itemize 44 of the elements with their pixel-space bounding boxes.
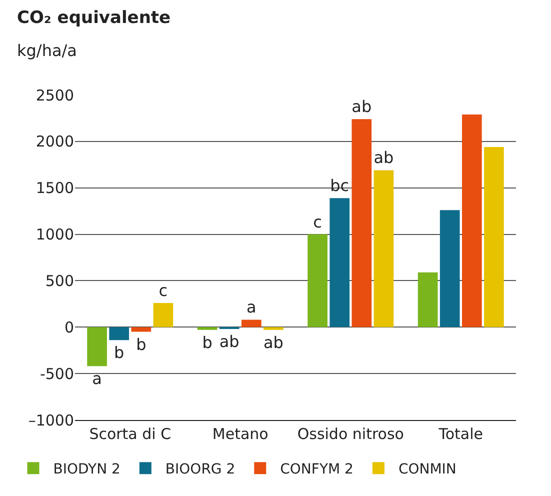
data-label: ab [352,97,372,116]
x-tick-label: Metano [212,425,268,443]
data-label: a [246,298,256,317]
y-tick-label: 500 [45,272,74,290]
y-tick-label: 1000 [36,226,74,244]
y-axis-title: kg/ha/a [17,41,77,60]
x-tick-label: Totale [438,425,484,443]
data-label: b [202,332,212,352]
bar [440,210,460,328]
bar [87,327,107,366]
y-tick-label: 1500 [36,179,74,198]
bar [153,303,174,328]
data-label: b [136,334,146,354]
bar [264,327,284,330]
data-label: ab [374,148,394,168]
bar [352,119,372,328]
bar [131,327,152,332]
data-label: ab [219,332,240,351]
y-tick-label: 0 [64,318,74,336]
data-label: ab [263,332,284,352]
bar [197,327,218,330]
y-tick-label: 2500 [36,86,74,104]
x-tick-label: Ossido nitroso [297,425,404,443]
y-tick-label: -500 [40,364,74,383]
data-label: b [114,343,124,362]
bar [109,327,130,340]
legend-label: BIOORG 2 [165,462,236,478]
legend-label: CONMIN [398,462,456,478]
x-tick-label: Scorta di C [89,425,172,443]
data-label: c [313,212,322,232]
bar [484,147,504,328]
bar [374,170,394,328]
bar [330,198,350,328]
chart-title: CO₂ equivalente [17,8,171,28]
bar [462,114,482,328]
bar [241,320,262,328]
legend-label: CONFYM 2 [280,462,354,478]
data-label: a [92,369,102,388]
bar [308,234,328,328]
bar [418,272,438,328]
legend-label: BIODYN 2 [53,462,120,478]
y-tick-label: 2000 [36,132,74,151]
y-tick-label: –1000 [28,411,74,430]
data-label: c [158,281,168,300]
